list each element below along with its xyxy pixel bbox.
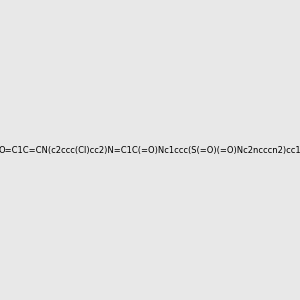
- Text: O=C1C=CN(c2ccc(Cl)cc2)N=C1C(=O)Nc1ccc(S(=O)(=O)Nc2ncccn2)cc1: O=C1C=CN(c2ccc(Cl)cc2)N=C1C(=O)Nc1ccc(S(…: [0, 146, 300, 154]
